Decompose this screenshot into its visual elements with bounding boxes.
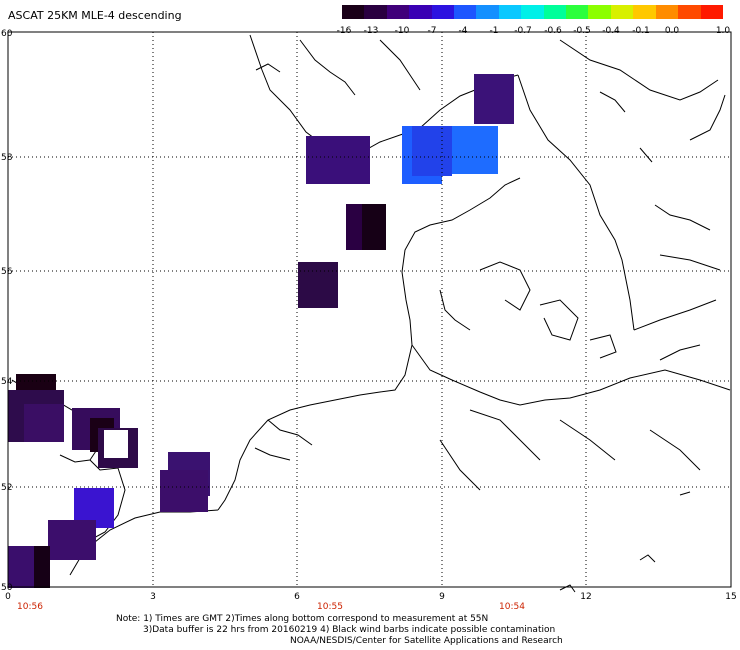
data-cell [104,430,128,458]
colorbar-label: -7 [427,26,437,36]
time-label: 10:54 [499,602,525,612]
graticule [8,32,731,587]
lat-tick-label: 56 [1,267,13,277]
colorbar-swatch [498,5,522,19]
colorbar-swatch [700,5,723,19]
colorbar-swatch [364,5,387,19]
colorbar-swatch [521,5,544,19]
data-cell [48,520,96,560]
colorbar-swatch [566,5,589,19]
lon-tick-label: 9 [439,592,445,602]
lon-tick-label: 3 [150,592,156,602]
colorbar-swatch [610,5,634,19]
lat-tick-label: 54 [1,377,13,387]
colorbar-label: 0.0 [664,26,680,36]
colorbar-labels: -16 -13 -10 -7 -4 -1 -0.7 -0.6 -0.5 -0.4 -0.1 0.0 1.… [337,26,732,38]
lon-tick-label: 12 [580,592,591,602]
colorbar-swatch [409,5,432,19]
colorbar-swatch [633,5,656,19]
colorbar-label: -0.6 [544,26,562,36]
coastline [7,34,731,593]
colorbar-label: -13 [363,26,379,36]
colorbar-swatch [543,5,567,19]
colorbar-label: -1 [489,26,499,36]
data-cell [34,546,50,588]
colorbar-label: -10 [394,26,410,36]
data-cell [298,262,338,308]
colorbar-label: -0.1 [632,26,650,36]
footer-note-line: 3)Data buffer is 22 hrs from 20160219 4)… [143,625,556,635]
time-label: 10:55 [317,602,343,612]
footer-note-line: Note: 1) Times are GMT 2)Times along bot… [116,614,489,624]
colorbar-swatch [342,5,365,19]
colorbar-swatch [386,5,410,19]
map-frame [7,31,732,588]
lat-tick-label: 60 [1,29,13,39]
data-cell [24,404,64,442]
data-cell [160,470,208,512]
data-cells [8,74,514,588]
map-title: ASCAT 25KM MLE-4 descending [8,9,182,22]
lon-tick-label: 6 [294,592,300,602]
colorbar-label: 1.0 [715,26,731,36]
lat-tick-label: 50 [1,583,13,593]
data-cell [362,204,386,250]
time-label: 10:56 [17,602,43,612]
colorbar-swatch [454,5,477,19]
colorbar [342,5,723,19]
colorbar-label: -0.7 [514,26,532,36]
lon-tick-label: 15 [725,592,736,602]
colorbar-swatch [588,5,611,19]
colorbar-label: -0.4 [602,26,620,36]
lat-tick-label: 58 [1,153,13,163]
lat-tick-label: 52 [1,483,12,493]
footer-credit: NOAA/NESDIS/Center for Satellite Applica… [290,636,563,646]
colorbar-label: -4 [458,26,468,36]
colorbar-swatch [431,5,455,19]
colorbar-swatch [655,5,679,19]
colorbar-swatch [476,5,499,19]
colorbar-swatch [678,5,701,19]
data-cell [306,136,370,184]
colorbar-label: -0.5 [573,26,591,36]
data-cell [474,74,514,124]
data-cell [412,126,452,176]
lon-tick-label: 0 [5,592,11,602]
colorbar-label: -16 [336,26,352,36]
